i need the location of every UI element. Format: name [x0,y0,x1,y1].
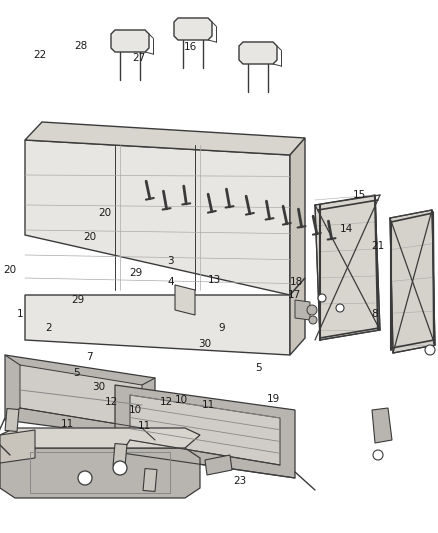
Polygon shape [372,408,392,443]
Polygon shape [5,408,19,432]
Polygon shape [5,355,155,440]
Polygon shape [174,18,212,40]
Polygon shape [290,278,305,355]
Text: 13: 13 [208,275,221,285]
Polygon shape [115,385,295,478]
Text: 14: 14 [339,224,353,234]
Circle shape [307,305,317,315]
Text: 29: 29 [129,268,142,278]
Text: 4: 4 [167,278,174,287]
Text: 7: 7 [86,352,93,362]
Polygon shape [295,300,310,320]
Polygon shape [20,365,142,428]
Circle shape [336,304,344,312]
Text: 15: 15 [353,190,366,199]
Text: 19: 19 [267,394,280,403]
Text: 30: 30 [92,382,105,392]
Text: 29: 29 [71,295,85,305]
Text: 9: 9 [218,323,225,333]
Text: 17: 17 [288,290,301,300]
Text: 18: 18 [290,278,303,287]
Text: 2: 2 [45,323,52,333]
Text: 5: 5 [73,368,80,378]
Polygon shape [0,428,200,448]
Polygon shape [175,285,195,315]
Polygon shape [315,195,380,340]
Text: 10: 10 [175,395,188,405]
Text: 22: 22 [33,50,46,60]
Text: 21: 21 [371,241,384,251]
Text: 5: 5 [255,363,262,373]
Polygon shape [0,430,35,463]
Text: 10: 10 [129,406,142,415]
Polygon shape [111,30,149,52]
Circle shape [373,450,383,460]
Circle shape [78,471,92,485]
Polygon shape [130,395,280,465]
Polygon shape [205,455,232,475]
Text: 28: 28 [74,41,88,51]
Polygon shape [25,122,305,155]
Text: 30: 30 [198,339,211,349]
Circle shape [113,461,127,475]
Text: 20: 20 [83,232,96,242]
Text: 20: 20 [3,265,16,274]
Text: 27: 27 [133,53,146,62]
Text: 11: 11 [201,400,215,410]
Polygon shape [113,443,127,466]
Polygon shape [25,295,290,355]
Circle shape [309,316,317,324]
Text: 23: 23 [233,477,247,486]
Text: 20: 20 [99,208,112,218]
Text: 11: 11 [138,422,151,431]
Text: 1: 1 [16,310,23,319]
Polygon shape [290,138,305,295]
Circle shape [318,294,326,302]
Polygon shape [25,140,290,295]
Text: 11: 11 [61,419,74,429]
Text: 3: 3 [167,256,174,266]
Polygon shape [390,210,435,353]
Text: 16: 16 [184,42,197,52]
Text: 8: 8 [371,310,378,319]
Polygon shape [0,448,200,498]
Circle shape [425,345,435,355]
Text: 12: 12 [105,398,118,407]
Polygon shape [239,42,277,64]
Polygon shape [143,469,157,491]
Text: 12: 12 [160,398,173,407]
